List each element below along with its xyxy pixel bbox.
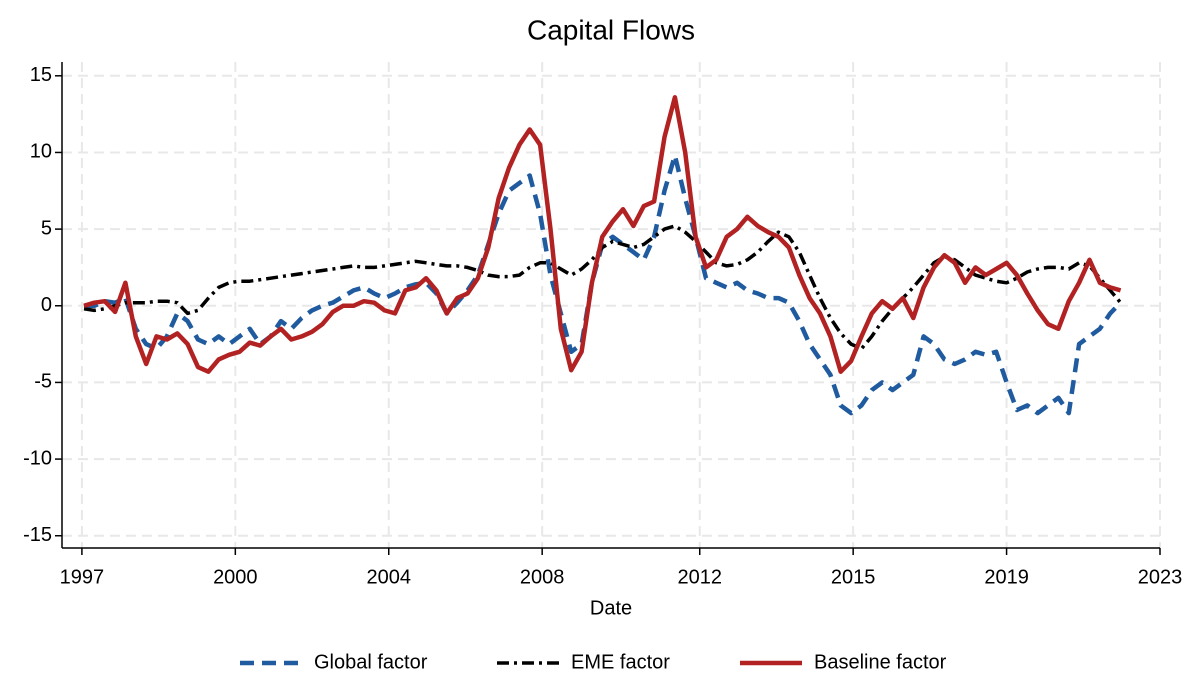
x-tick-label: 1997 — [60, 566, 105, 588]
x-axis-title: Date — [590, 597, 632, 619]
y-tick-label: 5 — [41, 217, 52, 239]
x-tick-label: 2015 — [831, 566, 876, 588]
y-tick-label: -15 — [23, 524, 52, 546]
legend-label: Baseline factor — [814, 651, 947, 673]
y-tick-label: 15 — [30, 64, 52, 86]
y-tick-label: 0 — [41, 294, 52, 316]
x-tick-label: 2019 — [984, 566, 1029, 588]
x-tick-label: 2000 — [213, 566, 258, 588]
x-tick-label: 2023 — [1138, 566, 1183, 588]
x-tick-label: 2012 — [677, 566, 722, 588]
x-tick-label: 2004 — [366, 566, 411, 588]
y-tick-label: -5 — [34, 371, 52, 393]
legend-label: Global factor — [314, 651, 428, 673]
x-tick-label: 2008 — [520, 566, 565, 588]
y-tick-label: 10 — [30, 141, 52, 163]
legend-label: EME factor — [571, 651, 670, 673]
line-series — [83, 95, 1122, 374]
chart-title: Capital Flows — [527, 14, 695, 45]
y-tick-label: -10 — [23, 447, 52, 469]
